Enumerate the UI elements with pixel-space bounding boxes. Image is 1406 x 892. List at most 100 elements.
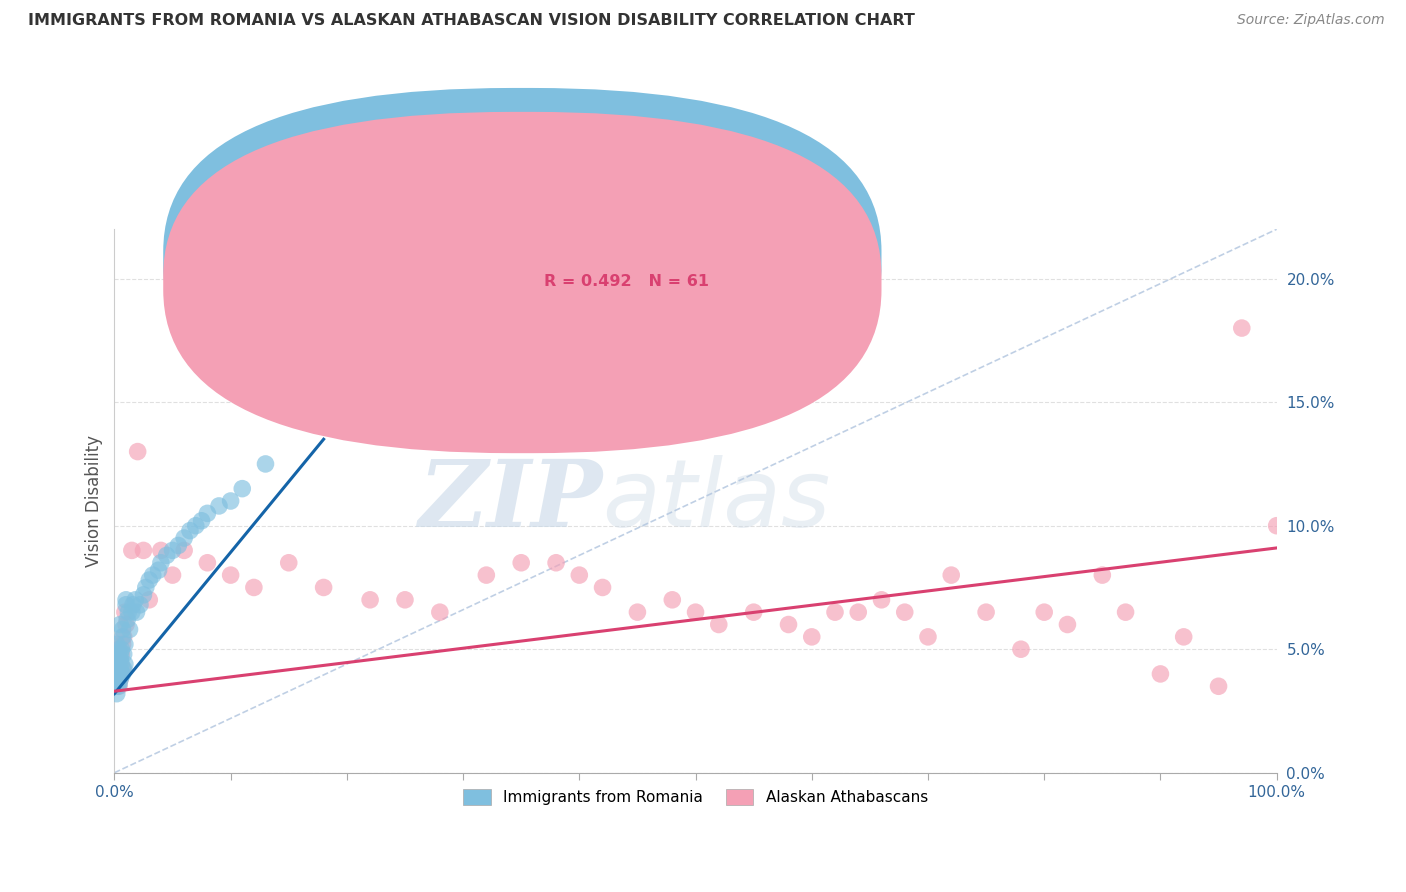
Point: [115, 617, 138, 632]
Point: [917, 630, 939, 644]
Point: [592, 581, 614, 595]
Point: [110, 652, 132, 666]
Point: [110, 642, 132, 657]
Point: [179, 524, 201, 538]
Point: [824, 605, 846, 619]
Point: [893, 605, 915, 619]
Point: [707, 617, 730, 632]
Point: [870, 592, 893, 607]
Point: [115, 613, 138, 627]
Point: [148, 563, 170, 577]
Point: [124, 592, 146, 607]
Point: [1115, 605, 1137, 619]
Point: [122, 598, 145, 612]
Point: [117, 605, 139, 619]
Text: atlas: atlas: [603, 456, 831, 547]
Text: IMMIGRANTS FROM ROMANIA VS ALASKAN ATHABASCAN VISION DISABILITY CORRELATION CHAR: IMMIGRANTS FROM ROMANIA VS ALASKAN ATHAB…: [28, 13, 915, 29]
Point: [110, 617, 132, 632]
Point: [1056, 617, 1078, 632]
Point: [974, 605, 997, 619]
Point: [110, 655, 132, 669]
Point: [742, 605, 765, 619]
Point: [110, 672, 132, 686]
Point: [107, 657, 129, 671]
Point: [127, 444, 149, 458]
Point: [941, 568, 963, 582]
Point: [105, 672, 128, 686]
Point: [107, 677, 129, 691]
Point: [114, 657, 136, 671]
Point: [685, 605, 707, 619]
Point: [510, 556, 533, 570]
Point: [107, 672, 129, 686]
Point: [219, 568, 242, 582]
Point: [138, 592, 160, 607]
Text: R = 0.489   N = 60: R = 0.489 N = 60: [544, 250, 710, 265]
Point: [110, 667, 132, 681]
Point: [105, 662, 128, 676]
Point: [105, 652, 128, 666]
Point: [254, 457, 277, 471]
Point: [104, 679, 127, 693]
Point: [800, 630, 823, 644]
Point: [110, 667, 132, 681]
Point: [162, 568, 184, 582]
Point: [778, 617, 800, 632]
Point: [110, 657, 132, 671]
Point: [105, 687, 128, 701]
Point: [277, 556, 299, 570]
Point: [114, 637, 136, 651]
FancyBboxPatch shape: [492, 243, 759, 302]
Point: [149, 543, 172, 558]
Text: R = 0.492   N = 61: R = 0.492 N = 61: [544, 274, 710, 289]
Point: [162, 543, 184, 558]
Point: [110, 647, 132, 661]
Text: ZIP: ZIP: [419, 456, 603, 546]
Point: [184, 518, 207, 533]
Point: [219, 494, 242, 508]
Point: [243, 581, 266, 595]
Point: [114, 605, 136, 619]
Point: [132, 588, 155, 602]
Point: [846, 605, 869, 619]
Point: [1173, 630, 1195, 644]
Point: [135, 581, 157, 595]
Point: [173, 543, 195, 558]
Point: [104, 647, 127, 661]
Point: [105, 662, 128, 676]
Point: [661, 592, 683, 607]
Point: [108, 642, 131, 657]
Point: [626, 605, 648, 619]
Point: [129, 598, 152, 612]
Point: [115, 592, 138, 607]
Text: Source: ZipAtlas.com: Source: ZipAtlas.com: [1237, 13, 1385, 28]
Point: [108, 677, 131, 691]
Point: [118, 623, 141, 637]
FancyBboxPatch shape: [163, 88, 882, 429]
Point: [197, 507, 219, 521]
Point: [108, 642, 131, 657]
FancyBboxPatch shape: [163, 112, 882, 453]
Point: [111, 623, 134, 637]
Point: [1010, 642, 1032, 657]
Point: [111, 667, 134, 681]
Point: [197, 556, 219, 570]
Point: [1230, 321, 1253, 335]
Point: [115, 598, 138, 612]
Point: [107, 647, 129, 661]
Point: [104, 672, 127, 686]
Legend: Immigrants from Romania, Alaskan Athabascans: Immigrants from Romania, Alaskan Athabas…: [457, 783, 934, 812]
Point: [107, 667, 129, 681]
Point: [110, 662, 132, 676]
Point: [108, 667, 131, 681]
Point: [104, 679, 127, 693]
Point: [111, 637, 134, 651]
Point: [173, 531, 195, 545]
Point: [544, 556, 567, 570]
Point: [231, 482, 253, 496]
Point: [105, 672, 128, 686]
Point: [107, 679, 129, 693]
Point: [105, 637, 128, 651]
Point: [475, 568, 498, 582]
Point: [112, 630, 135, 644]
